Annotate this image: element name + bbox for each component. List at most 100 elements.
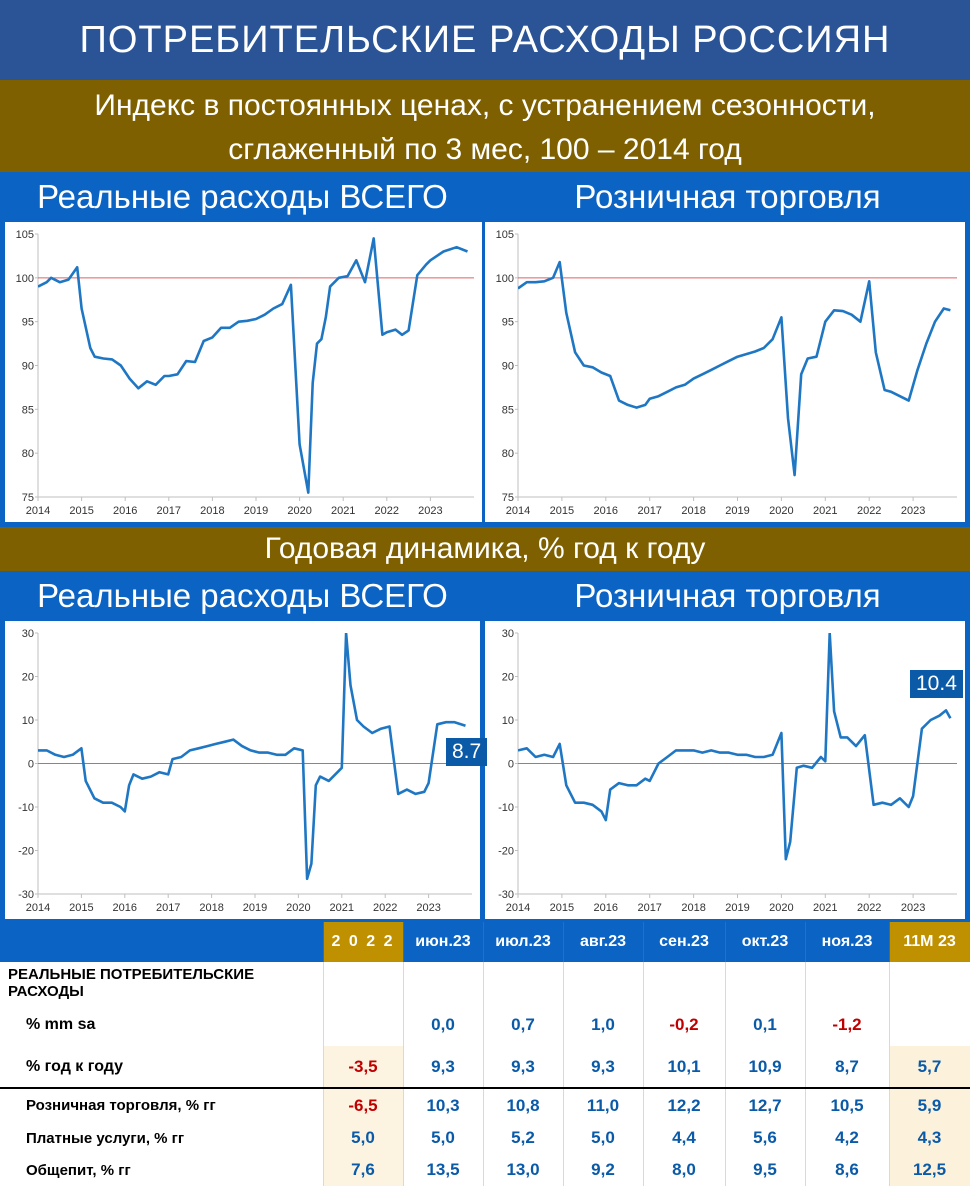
header-cell: окт.23 (725, 922, 806, 962)
x-tick-label: 2017 (637, 505, 661, 517)
empty-cell (563, 962, 644, 1004)
y-tick-label: 100 (16, 273, 34, 285)
x-tick-label: 2020 (286, 902, 310, 914)
y-tick-label: 10 (502, 715, 514, 727)
x-tick-label: 2019 (725, 505, 749, 517)
x-tick-label: 2019 (244, 505, 268, 517)
y-tick-label: 90 (502, 361, 514, 373)
summary-table: 2 0 2 2 июн.23 июл.23 авг.23 сен.23 окт.… (0, 922, 970, 1188)
x-tick-label: 2014 (506, 505, 530, 517)
table-cell: 10,3 (403, 1087, 484, 1122)
y-tick-label: 95 (502, 317, 514, 329)
row-label: % год к году (0, 1046, 324, 1088)
empty-cell (805, 962, 890, 1004)
last-value-badge-yoy-total: 8.7 (446, 738, 488, 766)
chart-index-retail: 75 80 85 90 95 100 105 2014 2015 2016 2017 2018 2019… (485, 222, 965, 522)
x-tick-label: 2015 (69, 902, 93, 914)
table-cell: 4,4 (643, 1122, 726, 1154)
x-tick-label: 2017 (157, 505, 181, 517)
y-tick-label: -20 (18, 846, 34, 858)
table-row: % год к году -3,5 9,3 9,3 9,3 10,1 10,9 … (0, 1046, 970, 1088)
subtitle: Индекс в постоянных ценах, с устранением… (0, 80, 970, 172)
x-tick-label: 2018 (200, 505, 224, 517)
table-cell: 9,3 (483, 1046, 564, 1088)
header-cell: июл.23 (483, 922, 564, 962)
table-cell: 9,2 (563, 1154, 644, 1186)
y-tick-label: 30 (502, 628, 514, 640)
y-tick-label: 20 (22, 672, 34, 684)
table-cell (889, 1004, 970, 1046)
y-tick-label: 90 (22, 361, 34, 373)
y-tick-label: 10 (22, 715, 34, 727)
y-tick-label: 75 (502, 492, 514, 504)
table-cell: -1,2 (805, 1004, 890, 1046)
empty-cell (643, 962, 726, 1004)
chart-title-index-retail: Розничная торговля (574, 178, 881, 215)
y-tick-label: -10 (18, 802, 34, 814)
yoy-section-title: Годовая динамика, % год к году (0, 527, 970, 571)
x-tick-label: 2014 (506, 902, 530, 914)
y-tick-label: 0 (508, 759, 514, 771)
table-section-row: РЕАЛЬНЫЕ ПОТРЕБИТЕЛЬСКИЕ РАСХОДЫ (0, 962, 970, 1004)
table-cell: 12,5 (889, 1154, 970, 1186)
table-cell: 5,0 (563, 1122, 644, 1154)
y-tick-label: 80 (502, 448, 514, 460)
x-tick-label: 2016 (594, 902, 618, 914)
table-cell: 13,5 (403, 1154, 484, 1186)
y-tick-label: 105 (496, 229, 514, 241)
x-tick-label: 2023 (418, 505, 442, 517)
x-tick-label: 2022 (373, 902, 397, 914)
table-cell: 0,7 (483, 1004, 564, 1046)
table-cell: -0,2 (643, 1004, 726, 1046)
y-tick-label: 105 (16, 229, 34, 241)
table-cell: 0,1 (725, 1004, 806, 1046)
table-cell: 5,0 (323, 1122, 404, 1154)
table-cell: 5,0 (403, 1122, 484, 1154)
table-cell: 10,1 (643, 1046, 726, 1088)
chart-title-index-total: Реальные расходы ВСЕГО (37, 178, 448, 215)
row-label: Розничная торговля, % гг (0, 1087, 324, 1122)
x-tick-label: 2014 (26, 505, 50, 517)
y-tick-label: -30 (18, 889, 34, 901)
x-tick-label: 2022 (375, 505, 399, 517)
series-line (518, 633, 952, 861)
row-label: Платные услуги, % гг (0, 1122, 324, 1154)
table-cell: 1,0 (563, 1004, 644, 1046)
x-tick-label: 2023 (901, 505, 925, 517)
chart-svg: -30 -20 -10 0 10 20 30 2014 2015 2016 2017 2018 2019… (18, 628, 472, 914)
chart-svg: 75 80 85 90 95 100 105 2014 2015 2016 2017 2018 2019… (496, 229, 957, 517)
row-label: % mm sa (0, 1004, 324, 1046)
table-cell: 5,7 (889, 1046, 970, 1088)
row-label: Общепит, % гг (0, 1154, 324, 1186)
x-tick-label: 2020 (287, 505, 311, 517)
x-tick-label: 2020 (769, 505, 793, 517)
chart-index-total: 75 80 85 90 95 100 105 2014 2015 2016 2017 2018 2019… (5, 222, 482, 522)
x-tick-label: 2018 (681, 505, 705, 517)
table-cell: 9,3 (403, 1046, 484, 1088)
y-tick-label: 100 (496, 273, 514, 285)
y-tick-label: 85 (502, 404, 514, 416)
chart-yoy-total: -30 -20 -10 0 10 20 30 2014 2015 2016 2017 2018 2019… (5, 621, 480, 919)
empty-cell (889, 962, 970, 1004)
x-tick-label: 2018 (199, 902, 223, 914)
table-row: Платные услуги, % гг 5,0 5,0 5,2 5,0 4,4… (0, 1122, 970, 1154)
chart-title-yoy-total: Реальные расходы ВСЕГО (37, 577, 448, 614)
empty-cell (725, 962, 806, 1004)
x-tick-label: 2015 (550, 902, 574, 914)
table-cell: 8,0 (643, 1154, 726, 1186)
empty-cell (323, 962, 404, 1004)
header-cell: 2 0 2 2 (323, 922, 404, 962)
x-tick-label: 2016 (113, 902, 137, 914)
x-tick-label: 2015 (550, 505, 574, 517)
header-empty (0, 922, 324, 962)
table-row: % mm sa 0,0 0,7 1,0 -0,2 0,1 -1,2 (0, 1004, 970, 1046)
table-cell: 8,6 (805, 1154, 890, 1186)
x-tick-label: 2018 (681, 902, 705, 914)
header-cell: июн.23 (403, 922, 484, 962)
chart-yoy-retail: -30 -20 -10 0 10 20 30 2014 2015 2016 2017 2018 2019… (485, 621, 965, 919)
section-label: РЕАЛЬНЫЕ ПОТРЕБИТЕЛЬСКИЕ РАСХОДЫ (0, 962, 324, 1004)
x-tick-label: 2021 (331, 505, 355, 517)
x-tick-label: 2016 (594, 505, 618, 517)
table-cell: -3,5 (323, 1046, 404, 1088)
y-tick-label: 75 (22, 492, 34, 504)
